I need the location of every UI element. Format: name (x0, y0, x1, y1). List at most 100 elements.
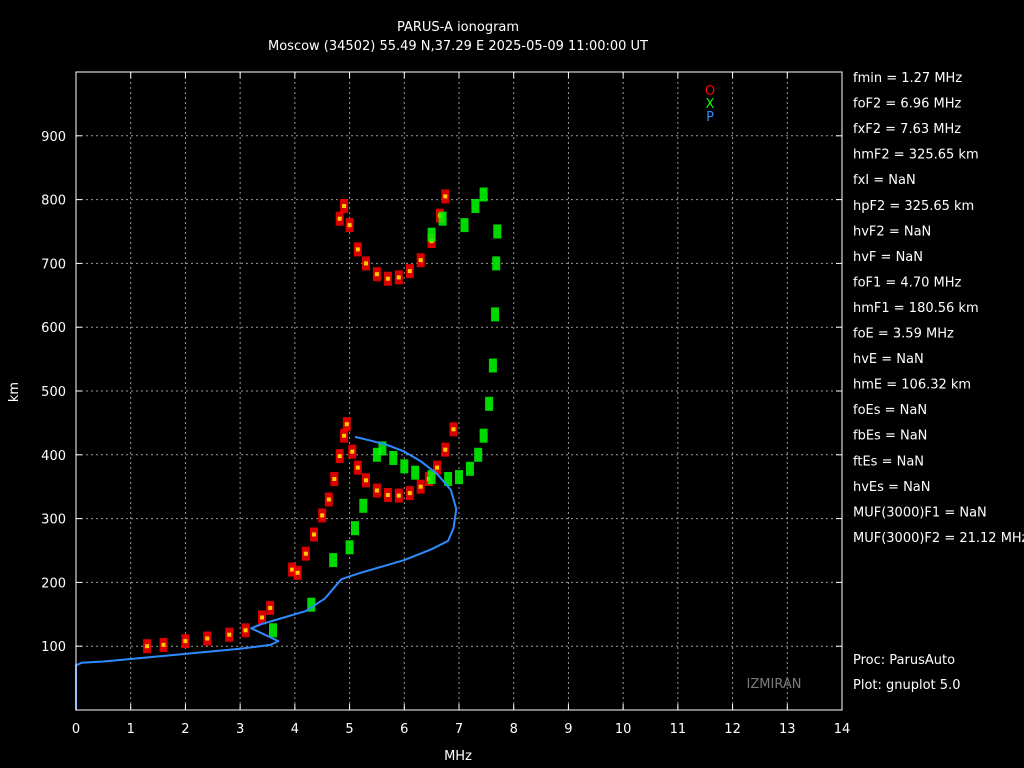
x-tick-label: 4 (291, 722, 299, 737)
trace-point-x (345, 540, 354, 555)
trace-point-core (268, 605, 273, 610)
trace-point-core (326, 497, 331, 502)
x-tick-label: 12 (724, 722, 741, 737)
x-tick-label: 13 (779, 722, 796, 737)
trace-point-x (488, 358, 497, 373)
trace-point-core (161, 642, 166, 647)
parameter-line: MUF(3000)F1 = NaN (853, 505, 987, 520)
legend: OXP (705, 84, 715, 125)
x-tick-label: 10 (615, 722, 632, 737)
parameter-line: hpF2 = 325.65 km (853, 199, 974, 214)
trace-point-core (227, 632, 232, 637)
trace-point-x (411, 465, 420, 480)
trace-point-core (451, 427, 456, 432)
parameter-line: foF1 = 4.70 MHz (853, 275, 962, 290)
legend-entry: P (706, 110, 714, 125)
trace-point-core (385, 276, 390, 281)
parameter-line: MUF(3000)F2 = 21.12 MHz (853, 531, 1024, 546)
trace-point-core (418, 258, 423, 263)
footer-info: Proc: ParusAuto Plot: gnuplot 5.0 (853, 653, 960, 693)
trace-point-core (385, 493, 390, 497)
trace-point-core (243, 628, 248, 633)
trace-point-x (372, 447, 381, 462)
trace-point-core (337, 216, 342, 221)
trace-point-x (444, 472, 453, 486)
trace-point-core (347, 223, 352, 228)
trace-point-core (312, 532, 316, 537)
grid-lines (76, 72, 842, 710)
trace-point-x (389, 451, 398, 465)
parameter-line: hmE = 106.32 km (853, 378, 971, 393)
trace-point-core (443, 194, 448, 199)
parameter-line: hvF = NaN (853, 250, 923, 265)
trace-point-core (396, 275, 401, 280)
y-tick-label: 400 (41, 449, 66, 464)
y-tick-label: 200 (41, 576, 66, 591)
trace-point-core (418, 484, 423, 489)
trace-point-x (427, 227, 436, 242)
trace-point-x (359, 498, 368, 513)
trace-point-x (351, 521, 359, 536)
parameter-line: foEs = NaN (853, 403, 927, 418)
trace-point-x (474, 447, 483, 462)
legend-entry: O (705, 84, 715, 99)
x-tick-label: 1 (127, 722, 135, 737)
trace-point-core (145, 644, 150, 649)
trace-point-x (460, 218, 469, 233)
trace-point-core (342, 204, 347, 208)
x-axis-label: MHz (444, 749, 472, 764)
parameter-line: ftEs = NaN (853, 454, 924, 469)
profile-p-line (75, 435, 458, 710)
trace-point-core (443, 447, 448, 452)
trace-point-x (378, 441, 387, 456)
x-tick-label: 9 (564, 722, 572, 737)
trace-point-core (295, 570, 300, 575)
parameter-line: foE = 3.59 MHz (853, 327, 954, 342)
trace-point-core (435, 465, 440, 470)
trace-point-x (307, 597, 316, 612)
x-tick-label: 3 (236, 722, 244, 737)
trace-point-core (337, 454, 342, 459)
trace-point-core (355, 465, 360, 470)
izmiran-watermark: IZMIRAN (747, 677, 802, 692)
legend-entry: X (706, 97, 715, 112)
trace-point-core (364, 261, 368, 266)
trace-point-x (479, 428, 488, 443)
trace-point-core (303, 551, 308, 556)
chart-subtitle: Moscow (34502) 55.49 N,37.29 E 2025-05-0… (268, 39, 648, 54)
trace-point-x (329, 553, 338, 568)
y-axis-ticks: 100 200 300 400 500 600 700 800 900 (41, 130, 842, 655)
parameter-line: foF2 = 6.96 MHz (853, 97, 962, 112)
trace-point-core (260, 615, 264, 620)
parameter-line: hmF2 = 325.65 km (853, 148, 979, 163)
y-axis-label: km (7, 382, 22, 402)
trace-point-core (407, 269, 412, 274)
trace-point-core (290, 567, 295, 572)
trace-point-core (364, 478, 368, 483)
trace-point-core (183, 639, 188, 644)
y-tick-label: 500 (41, 385, 66, 400)
y-tick-label: 300 (41, 513, 66, 528)
footer-line: Plot: gnuplot 5.0 (853, 678, 960, 693)
x-axis-ticks: 0 1 2 3 4 5 6 7 8 9 10 11 12 13 14 (72, 72, 850, 737)
trace-point-core (374, 488, 379, 493)
trace-point-x (491, 307, 500, 322)
x-tick-label: 11 (670, 722, 687, 737)
trace-point-core (342, 433, 347, 438)
y-tick-label: 900 (41, 130, 66, 145)
trace-point-x (485, 396, 494, 411)
trace-point-core (407, 491, 412, 496)
y-tick-label: 700 (41, 257, 66, 272)
chart-title: PARUS-A ionogram (397, 20, 519, 35)
x-tick-label: 14 (834, 722, 851, 737)
trace-point-x (400, 459, 409, 474)
parameter-line: hvE = NaN (853, 352, 924, 367)
footer-line: Proc: ParusAuto (853, 653, 955, 668)
x-tick-label: 7 (455, 722, 463, 737)
trace-point-core (396, 493, 401, 498)
parameter-line: hvF2 = NaN (853, 224, 931, 239)
trace-point-core (350, 449, 355, 454)
trace-point-x (492, 256, 501, 271)
trace-point-x (471, 199, 480, 213)
